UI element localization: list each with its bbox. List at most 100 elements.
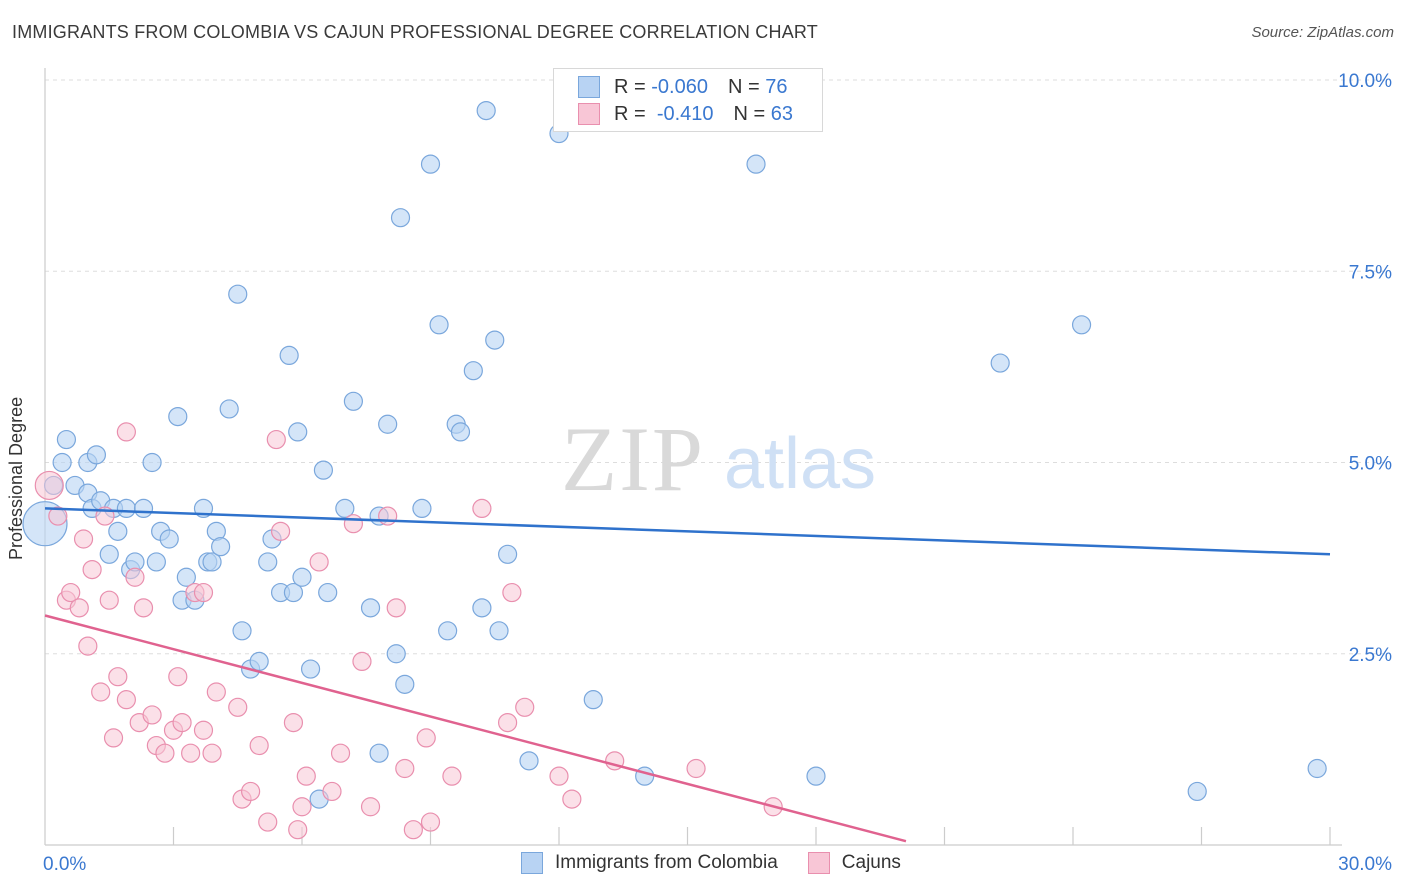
data-point-cajuns [442, 766, 462, 786]
data-point-colombia [369, 743, 389, 763]
data-point-cajuns [472, 498, 492, 518]
x-tick-label: 0.0% [43, 854, 86, 875]
legend-label: Cajuns [841, 852, 901, 873]
data-point-cajuns [202, 743, 222, 763]
data-point-colombia [292, 567, 312, 587]
data-point-cajuns [228, 697, 248, 717]
data-point-cajuns [193, 720, 214, 740]
data-point-cajuns [292, 797, 312, 817]
data-point-colombia [1071, 315, 1092, 335]
data-point-colombia [232, 621, 252, 641]
data-point-colombia [142, 452, 162, 473]
data-point-colombia [249, 651, 269, 672]
data-point-colombia [395, 674, 415, 694]
data-point-colombia [472, 598, 492, 618]
data-point-cajuns [116, 422, 136, 442]
data-point-colombia [116, 498, 136, 518]
data-point-cajuns [288, 820, 308, 840]
data-point-cajuns [125, 567, 145, 587]
data-point-colombia [519, 751, 539, 771]
data-point-cajuns [78, 636, 98, 656]
data-point-cajuns [249, 735, 269, 756]
data-point-colombia [990, 353, 1010, 373]
data-point-cajuns [360, 797, 381, 817]
data-point-colombia [86, 445, 107, 465]
data-point-cajuns [181, 743, 201, 763]
trend-line-colombia [44, 507, 1331, 556]
data-point-cajuns [266, 429, 286, 450]
data-point-colombia [56, 429, 77, 450]
legend-label: Immigrants from Colombia [555, 852, 778, 873]
data-point-cajuns [420, 812, 441, 832]
data-point-cajuns [69, 598, 89, 618]
legend-r-value: -0.410 [656, 102, 714, 125]
legend-row-cajuns: R = -0.410 N = 63 [578, 102, 793, 126]
source-note: Source: ZipAtlas.com [1251, 24, 1394, 41]
data-point-cajuns [395, 758, 415, 779]
data-point-colombia [202, 552, 222, 572]
data-point-colombia [1307, 758, 1327, 779]
data-point-cajuns [343, 514, 363, 534]
data-point-cajuns [403, 820, 423, 840]
chart-title: IMMIGRANTS FROM COLOMBIA VS CAJUN PROFES… [12, 22, 818, 42]
data-point-cajuns [155, 743, 175, 763]
data-point-colombia [283, 582, 304, 603]
data-point-cajuns [48, 506, 68, 526]
data-point-colombia [1187, 781, 1207, 802]
legend-swatch-blue [521, 852, 543, 874]
data-point-colombia [806, 766, 826, 786]
legend-r-label: R = [614, 102, 646, 125]
legend-item-cajuns: Cajuns [807, 852, 901, 874]
data-point-colombia [176, 567, 196, 587]
data-point-cajuns [172, 712, 192, 733]
trend-line-cajuns [44, 614, 907, 843]
legend-swatch-pink [807, 852, 830, 874]
legend-r-label: R = [614, 75, 646, 98]
data-point-cajuns [515, 697, 535, 717]
data-point-cajuns [103, 728, 124, 748]
data-point-colombia [300, 659, 321, 679]
data-point-colombia [335, 498, 355, 518]
legend-n-value: 76 [765, 75, 788, 98]
data-point-cajuns [241, 781, 261, 802]
y-tick-label: 7.5% [1349, 262, 1392, 283]
data-point-colombia [476, 100, 496, 121]
data-point-colombia [211, 537, 231, 557]
x-tick-label: 30.0% [1338, 854, 1392, 875]
data-point-colombia [450, 422, 471, 442]
data-point-cajuns [206, 682, 226, 702]
series-cajuns [34, 422, 783, 840]
data-point-cajuns [108, 667, 128, 687]
data-point-cajuns [322, 781, 342, 802]
data-point-cajuns [116, 690, 136, 710]
data-point-cajuns [73, 529, 94, 549]
data-point-cajuns [258, 812, 278, 832]
data-point-colombia [390, 208, 411, 228]
data-point-colombia [429, 315, 449, 335]
data-point-cajuns [386, 598, 406, 618]
watermark-atlas: atlas [724, 424, 876, 504]
legend-item-colombia: Immigrants from Colombia [521, 852, 778, 874]
y-tick-label: 5.0% [1349, 454, 1392, 475]
data-point-colombia [318, 582, 338, 603]
data-point-colombia [463, 361, 483, 381]
data-point-cajuns [82, 559, 102, 580]
data-point-colombia [52, 452, 72, 473]
watermark: ZIP atlas [561, 408, 876, 510]
data-point-cajuns [378, 506, 398, 526]
y-tick-label: 2.5% [1349, 645, 1392, 666]
data-point-colombia [228, 284, 248, 304]
data-point-cajuns [416, 728, 436, 748]
data-point-cajuns [549, 766, 569, 786]
data-point-cajuns [91, 682, 111, 702]
correlation-legend: R = -0.060 N = 76 R = -0.410 N = 63 [553, 68, 823, 132]
grid [45, 79, 1390, 655]
series-legend: Immigrants from Colombia Cajuns [521, 852, 931, 874]
watermark-zip: ZIP [561, 408, 705, 510]
data-point-colombia [219, 399, 239, 419]
tick-labels: 2.5% 5.0% 7.5% 10.0% 0.0% 30.0% [43, 71, 1392, 875]
data-point-colombia [168, 407, 188, 427]
data-point-cajuns [498, 712, 518, 733]
data-point-cajuns [562, 789, 582, 809]
